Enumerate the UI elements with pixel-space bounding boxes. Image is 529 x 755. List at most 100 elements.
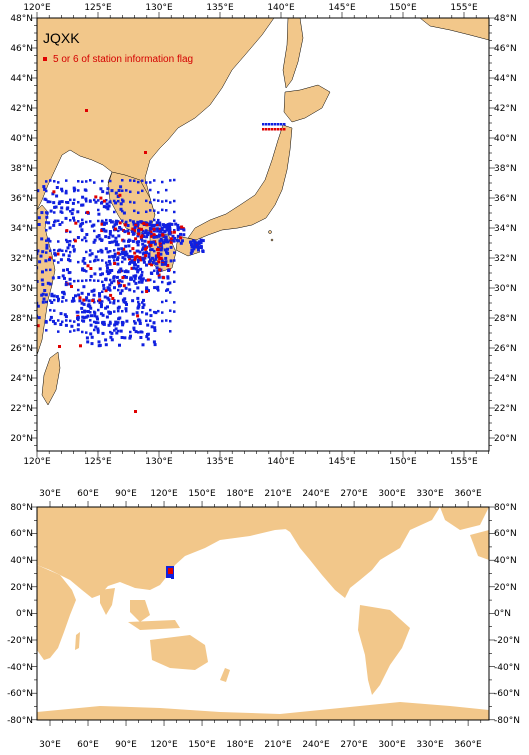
x-tick-bottom: 60°E: [77, 740, 99, 750]
x-tick-bottom: 155°E: [450, 457, 478, 467]
station: [160, 226, 164, 230]
station: [161, 311, 164, 314]
y-tick-left: -80°N: [7, 716, 33, 726]
flagged-station: [89, 267, 93, 270]
flagged-station: [78, 296, 82, 300]
station: [65, 299, 68, 302]
x-tick-bottom: 210°E: [264, 740, 292, 750]
station: [81, 218, 84, 222]
x-tick-bottom: 125°E: [84, 457, 112, 467]
station: [117, 199, 120, 203]
station: [161, 300, 164, 304]
station: [45, 211, 49, 215]
x-tick-bottom: 120°E: [150, 740, 178, 750]
station: [117, 288, 120, 292]
y-tick-right: -60°N: [494, 689, 520, 699]
station: [99, 273, 103, 277]
station: [121, 298, 125, 302]
station: [118, 343, 121, 347]
sakhalin: [282, 18, 304, 89]
station: [55, 186, 59, 189]
se-asia: [130, 600, 150, 622]
station: [129, 179, 132, 182]
station: [49, 200, 52, 204]
station: [68, 282, 72, 286]
station: [136, 264, 140, 268]
station: [190, 248, 194, 252]
y-tick-right: 32°N: [494, 254, 517, 264]
flagged-station: [104, 289, 108, 293]
station: [53, 309, 56, 312]
station: [77, 279, 80, 283]
station: [101, 190, 105, 194]
y-tick-right: 20°N: [494, 434, 517, 444]
station: [149, 233, 153, 236]
station: [107, 236, 111, 239]
station: [120, 336, 124, 339]
station: [85, 220, 88, 224]
flagged-station: [74, 221, 78, 225]
station: [63, 276, 66, 280]
station: [89, 323, 93, 327]
station: [51, 192, 55, 196]
flagged-station: [157, 254, 161, 258]
honshu: [187, 124, 293, 241]
station: [133, 321, 137, 325]
station: [65, 189, 68, 193]
station: [141, 189, 144, 193]
flagged-station: [274, 128, 277, 131]
station: [87, 292, 90, 296]
station: [82, 257, 86, 260]
station: [150, 240, 154, 244]
station: [149, 308, 152, 312]
station: [49, 299, 52, 302]
station: [135, 311, 139, 315]
station: [117, 270, 121, 274]
station: [158, 221, 162, 225]
station: [94, 255, 98, 259]
station: [129, 200, 132, 204]
flagged-station: [180, 225, 184, 229]
flagged-station: [158, 227, 162, 231]
station: [100, 250, 104, 254]
station: [109, 249, 112, 253]
station: [71, 201, 75, 205]
station: [85, 180, 88, 183]
station: [45, 215, 49, 219]
station: [137, 318, 141, 322]
station: [73, 219, 76, 222]
flagged-station: [159, 256, 163, 260]
station-points: [37, 109, 286, 413]
station: [136, 268, 140, 272]
station: [111, 254, 115, 258]
station: [98, 292, 101, 296]
flagged-station: [56, 252, 60, 256]
station: [105, 191, 109, 195]
station: [85, 233, 89, 236]
station: [137, 303, 141, 306]
station: [94, 200, 98, 204]
station: [141, 257, 145, 261]
station: [97, 308, 100, 312]
station: [173, 219, 176, 223]
station: [52, 223, 56, 227]
station: [166, 276, 170, 280]
station: [114, 327, 118, 331]
station: [107, 259, 111, 263]
station: [117, 309, 120, 313]
station: [168, 227, 172, 231]
flagged-station: [262, 128, 265, 131]
y-tick-right: -40°N: [494, 663, 520, 673]
station: [37, 301, 39, 305]
y-tick-right: 28°N: [494, 314, 517, 324]
station: [37, 216, 41, 220]
station: [164, 236, 168, 240]
flagged-station: [122, 284, 126, 288]
station: [65, 207, 69, 211]
flagged-station: [131, 227, 135, 231]
station: [141, 242, 145, 246]
station: [109, 301, 112, 304]
station: [129, 249, 132, 253]
station: [64, 216, 68, 220]
station: [117, 189, 121, 192]
